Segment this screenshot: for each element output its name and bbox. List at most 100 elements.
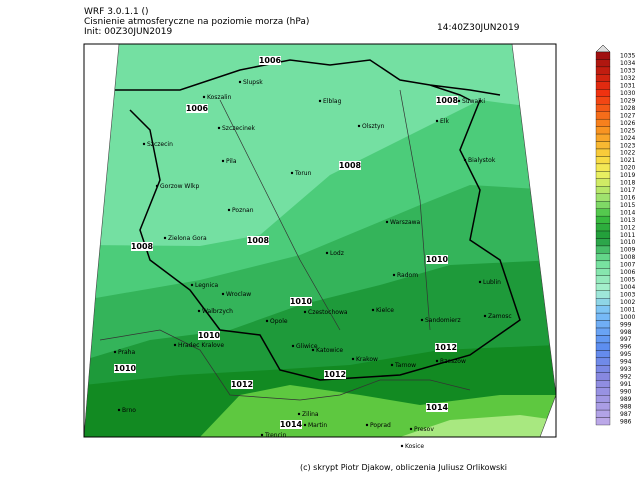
city-label: Kielce: [376, 307, 394, 314]
colorbar-cell: [595, 327, 611, 336]
colorbar-cell: [595, 118, 611, 127]
isobar-label-bg: [426, 403, 448, 412]
colorbar-label: 990: [620, 388, 632, 395]
colorbar-label: 1002: [620, 299, 635, 306]
city-dot: [163, 236, 167, 240]
city-label: Wroclaw: [226, 291, 251, 298]
city-dot: [463, 158, 467, 162]
city-label: Rzeszow: [440, 358, 466, 365]
colorbar-label: 995: [620, 351, 632, 358]
city-label: Tarnow: [394, 362, 416, 369]
isobar-label: 1006: [186, 104, 209, 113]
map-title: Cisnienie atmosferyczne na poziomie morz…: [84, 17, 309, 27]
colorbar-label: 1033: [620, 68, 635, 75]
colorbar-cell: [595, 141, 611, 150]
city-label: Presov: [414, 426, 434, 433]
isobar-label: 1014: [426, 403, 449, 412]
city-label: Suwalki: [462, 98, 485, 105]
colorbar-label: 1019: [620, 172, 635, 179]
isobar-label-bg: [280, 420, 302, 429]
isobar-label: 1010: [198, 331, 221, 340]
city-label: Katowice: [316, 347, 343, 354]
colorbar-cell: [595, 230, 611, 239]
colorbar-label: 1026: [620, 120, 635, 127]
isobar-label-bg: [198, 331, 220, 340]
city-dot: [190, 283, 194, 287]
isobar-label: 1008: [339, 161, 362, 170]
colorbar-label: 1015: [620, 202, 635, 209]
map: Slupsk Koszalin Elblag Suwalki Olsztyn Elk Szc…: [83, 43, 557, 450]
map-frame: [83, 43, 557, 438]
colorbar-cell: [595, 342, 611, 351]
city-label: Zilina: [302, 411, 319, 418]
colorbar-label: 1027: [620, 112, 635, 119]
colorbar-label: 993: [620, 366, 632, 373]
city-label: Warszawa: [390, 219, 421, 226]
isobar-label-bg: [339, 161, 361, 170]
city-label: Poprad: [370, 422, 391, 429]
colorbar-label: 1030: [620, 90, 635, 97]
city-dot: [117, 408, 121, 412]
city-dot: [457, 99, 461, 103]
city-label: Olsztyn: [362, 123, 385, 130]
colorbar-cell: [595, 395, 611, 403]
colorbar-label: 1014: [620, 209, 635, 216]
colorbar-cell: [595, 387, 611, 396]
city-label: Szczecinek: [222, 125, 256, 132]
city-dot: [325, 251, 329, 255]
colorbar-cell: [595, 111, 611, 120]
isobar-label: 1008: [247, 236, 270, 245]
city-label: Legnica: [195, 282, 219, 289]
city-dot: [238, 80, 242, 84]
model: WRF 3.0.1.1 (): [84, 7, 149, 17]
city-label: Koszalin: [207, 94, 232, 101]
colorbar-label: 989: [620, 396, 632, 403]
colorbar-cell: [595, 365, 611, 373]
city-dot: [291, 344, 295, 348]
colorbar-cell: [595, 245, 611, 254]
isobar-label-bg: [435, 343, 457, 352]
colorbar-cell: [595, 89, 611, 97]
isobar-label-bg: [114, 364, 136, 373]
colorbar-cell: [595, 305, 611, 314]
colorbar-cell: [595, 171, 611, 179]
colorbar-label: 1011: [620, 232, 635, 239]
isobar-label-bg: [324, 370, 346, 379]
isobar-label-bg: [426, 255, 448, 264]
colorbar-cell: [595, 350, 611, 359]
isobar-label-bg: [231, 380, 253, 389]
city-dot: [435, 119, 439, 123]
isobar-label-bg: [436, 96, 458, 105]
colorbar-cell: [595, 380, 611, 388]
colorbar-label: 1035: [620, 53, 635, 60]
colorbar-label: 1006: [620, 269, 635, 276]
colorbar-label: 1003: [620, 291, 635, 298]
valid-time: 14:40Z30JUN2019: [437, 23, 520, 33]
init-time: Init: 00Z30JUN2019: [84, 27, 173, 37]
colorbar-label: 1024: [620, 135, 635, 142]
city-dot: [221, 159, 225, 163]
city-dot: [385, 220, 389, 224]
colorbar-cell: [595, 215, 611, 224]
city-label: Kosice: [405, 443, 424, 450]
colorbar-cell: [595, 74, 611, 82]
colorbar-cell: [595, 201, 611, 209]
city-label: Martin: [308, 422, 327, 429]
colorbar-cell: [595, 178, 611, 187]
colorbar-label: 988: [620, 403, 632, 410]
colorbar-cell: [595, 193, 611, 202]
city-label: Krakow: [356, 356, 378, 363]
colorbar-cell: [595, 268, 611, 276]
colorbar-cell: [595, 208, 611, 217]
colorbar-cell: [595, 51, 611, 60]
colorbar-label: 987: [620, 411, 632, 418]
city-dot: [392, 273, 396, 277]
colorbar-cell: [595, 402, 611, 411]
colorbar-label: 1020: [620, 165, 635, 172]
colorbar-label: 1028: [620, 105, 635, 112]
colorbar-cell: [595, 133, 611, 142]
isobar-label: 1008: [131, 242, 154, 251]
city-dot: [290, 171, 294, 175]
colorbar-cell: [595, 275, 611, 284]
city-dot: [400, 444, 404, 448]
